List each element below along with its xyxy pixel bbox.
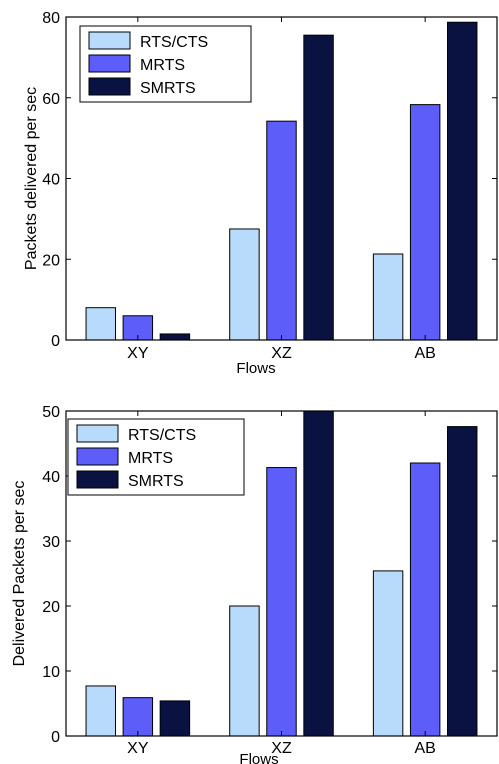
legend-swatch-rts-cts xyxy=(88,31,131,50)
y-tick-label: 20 xyxy=(42,252,60,269)
bar-ab-smrts xyxy=(447,21,478,341)
y-tick-label: 20 xyxy=(42,599,60,616)
y-tick-label: 40 xyxy=(42,469,60,486)
x-axis-label: Flows xyxy=(236,360,275,377)
bar-xz-smrts xyxy=(303,34,334,341)
x-tick-label-xy: XY xyxy=(127,345,149,362)
y-tick-label: 30 xyxy=(42,534,60,551)
bar-xz-rts-cts xyxy=(229,605,260,737)
y-tick-label: 40 xyxy=(42,172,60,189)
legend: RTS/CTS MRTS SMRTS xyxy=(67,418,245,496)
y-tick-label: 0 xyxy=(51,333,60,350)
legend-swatch-mrts xyxy=(76,447,119,466)
y-tick-label: 50 xyxy=(42,404,60,421)
legend-label-mrts: MRTS xyxy=(128,450,173,467)
bar-xz-mrts xyxy=(266,467,297,737)
bar-ab-smrts xyxy=(447,426,478,737)
bar-xy-rts-cts xyxy=(85,307,116,341)
bar-xy-smrts xyxy=(159,700,191,737)
legend-swatch-mrts xyxy=(88,54,131,73)
y-tick-label: 10 xyxy=(42,664,60,681)
legend: RTS/CTS MRTS SMRTS xyxy=(79,25,252,103)
legend-swatch-rts-cts xyxy=(76,424,119,443)
x-tick-label-xy: XY xyxy=(127,740,149,757)
y-tick-label: 80 xyxy=(42,10,60,27)
y-axis-label: Packets delivered per sec xyxy=(23,87,40,270)
x-tick-label-xz: XZ xyxy=(271,740,292,757)
bar-xy-mrts xyxy=(122,697,154,737)
legend-label-rts-cts: RTS/CTS xyxy=(128,427,196,444)
bar-xz-smrts xyxy=(303,410,334,737)
bar-xz-rts-cts xyxy=(229,228,260,341)
legend-swatch-smrts xyxy=(88,77,131,96)
legend-label-mrts: MRTS xyxy=(140,57,185,74)
legend-label-smrts: SMRTS xyxy=(128,473,184,490)
x-tick-label-ab: AB xyxy=(414,345,435,362)
x-tick-label-ab: AB xyxy=(414,740,435,757)
bar-ab-rts-cts xyxy=(372,570,404,737)
bar-xy-smrts xyxy=(159,333,191,341)
x-tick-label-xz: XZ xyxy=(271,345,292,362)
legend-label-rts-cts: RTS/CTS xyxy=(140,34,208,51)
x-axis-label: Flows xyxy=(239,751,278,764)
bar-xz-mrts xyxy=(266,120,297,341)
bar-xy-rts-cts xyxy=(85,685,116,737)
bar-ab-mrts xyxy=(409,104,441,341)
legend-swatch-smrts xyxy=(76,470,119,489)
y-axis-label: Delivered Packets per sec xyxy=(11,481,28,667)
bar-ab-rts-cts xyxy=(372,253,404,341)
legend-label-smrts: SMRTS xyxy=(140,80,196,97)
y-tick-label: 60 xyxy=(42,91,60,108)
chart-1: 0 20 40 60 80 XY XZ AB Flows Packets delivered pe… xyxy=(23,10,498,377)
y-tick-label: 0 xyxy=(51,729,60,746)
bar-ab-mrts xyxy=(409,462,441,737)
chart-2: 0 10 20 30 40 50 XY XZ AB Flows Delivered Packets … xyxy=(11,404,498,764)
